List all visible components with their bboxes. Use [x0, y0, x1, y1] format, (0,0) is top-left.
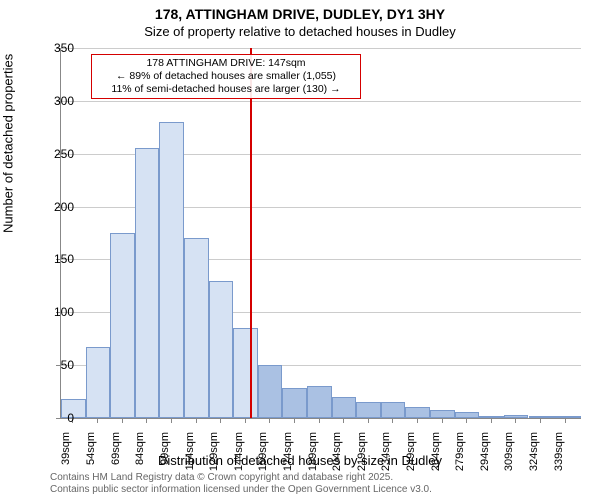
x-tick-mark — [442, 418, 443, 423]
x-tick-mark — [319, 418, 320, 423]
x-tick-mark — [515, 418, 516, 423]
y-tick-label: 0 — [34, 411, 74, 425]
histogram-bar — [86, 347, 111, 418]
x-tick-mark — [466, 418, 467, 423]
histogram-bar — [332, 397, 357, 418]
x-tick-mark — [97, 418, 98, 423]
y-tick-label: 100 — [34, 305, 74, 319]
y-tick-label: 150 — [34, 252, 74, 266]
histogram-bar — [430, 410, 455, 418]
x-tick-mark — [245, 418, 246, 423]
histogram-bar — [356, 402, 381, 418]
histogram-bar — [209, 281, 234, 418]
chart-title-main: 178, ATTINGHAM DRIVE, DUDLEY, DY1 3HY — [0, 6, 600, 22]
histogram-bar — [233, 328, 258, 418]
y-tick-label: 250 — [34, 147, 74, 161]
y-axis-label: Number of detached properties — [1, 54, 16, 233]
x-tick-mark — [171, 418, 172, 423]
x-tick-mark — [220, 418, 221, 423]
histogram-bar — [258, 365, 283, 418]
chart-title-sub: Size of property relative to detached ho… — [0, 24, 600, 39]
footer-line1: Contains HM Land Registry data © Crown c… — [50, 472, 432, 484]
chart-container: 178, ATTINGHAM DRIVE, DUDLEY, DY1 3HY Si… — [0, 0, 600, 500]
x-tick-mark — [146, 418, 147, 423]
histogram-bar — [307, 386, 332, 418]
footer-line2: Contains public sector information licen… — [50, 484, 432, 496]
x-tick-mark — [343, 418, 344, 423]
grid-line — [61, 101, 581, 102]
x-tick-mark — [196, 418, 197, 423]
histogram-bar — [135, 148, 160, 418]
annotation-line1: 178 ATTINGHAM DRIVE: 147sqm — [98, 57, 354, 70]
histogram-bar — [381, 402, 406, 418]
y-tick-label: 350 — [34, 41, 74, 55]
histogram-bar — [553, 416, 581, 418]
x-tick-mark — [565, 418, 566, 423]
y-tick-label: 200 — [34, 200, 74, 214]
y-tick-label: 300 — [34, 94, 74, 108]
annotation-box: 178 ATTINGHAM DRIVE: 147sqm ← 89% of det… — [91, 54, 361, 99]
x-tick-mark — [417, 418, 418, 423]
annotation-line3: 11% of semi-detached houses are larger (… — [98, 83, 354, 96]
histogram-bar — [110, 233, 135, 418]
marker-line — [250, 48, 252, 418]
grid-line — [61, 48, 581, 49]
histogram-bar — [184, 238, 209, 418]
y-tick-label: 50 — [34, 358, 74, 372]
x-tick-mark — [540, 418, 541, 423]
histogram-bar — [405, 407, 430, 418]
annotation-line2: ← 89% of detached houses are smaller (1,… — [98, 70, 354, 83]
footer-attribution: Contains HM Land Registry data © Crown c… — [50, 472, 432, 496]
x-tick-mark — [269, 418, 270, 423]
x-tick-mark — [122, 418, 123, 423]
histogram-bar — [159, 122, 184, 418]
x-tick-mark — [368, 418, 369, 423]
x-tick-mark — [294, 418, 295, 423]
x-tick-mark — [392, 418, 393, 423]
x-tick-mark — [491, 418, 492, 423]
plot-area: 178 ATTINGHAM DRIVE: 147sqm ← 89% of det… — [60, 48, 581, 419]
histogram-bar — [282, 388, 307, 418]
